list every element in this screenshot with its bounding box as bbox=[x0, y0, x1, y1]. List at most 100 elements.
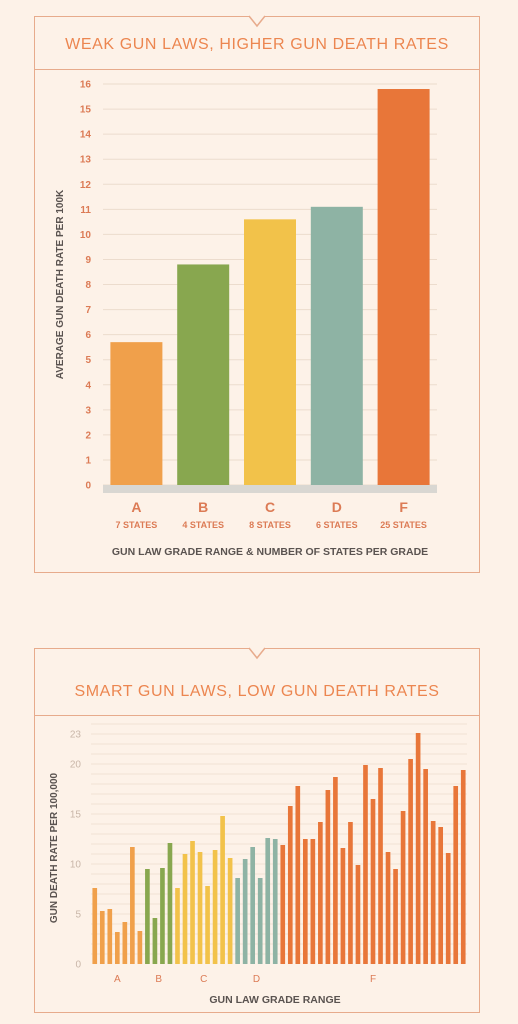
bar-a bbox=[130, 847, 135, 964]
bar-f bbox=[393, 869, 398, 964]
bar-c bbox=[175, 888, 180, 964]
bar-a bbox=[92, 888, 98, 964]
panel-notch-icon bbox=[248, 647, 266, 660]
chart1-title: WEAK GUN LAWS, HIGHER GUN DEATH RATES bbox=[35, 17, 479, 70]
bar-f bbox=[287, 806, 293, 964]
y-tick-label: 10 bbox=[70, 860, 82, 871]
category-label: B bbox=[198, 499, 208, 515]
state-count-label: 6 STATES bbox=[316, 520, 358, 530]
bar-c bbox=[212, 850, 218, 964]
state-count-label: 8 STATES bbox=[249, 520, 291, 530]
bar-a bbox=[99, 911, 105, 964]
y-tick-label: 23 bbox=[70, 730, 82, 741]
bar-d bbox=[265, 838, 271, 964]
y-axis-label: AVERAGE GUN DEATH RATE PER 100K bbox=[55, 189, 66, 379]
y-tick-label: 9 bbox=[85, 255, 91, 266]
bar-b bbox=[167, 843, 173, 964]
bar-c bbox=[197, 852, 203, 964]
y-tick-label: 5 bbox=[75, 910, 81, 921]
y-tick-label: 7 bbox=[85, 305, 91, 316]
y-tick-label: 11 bbox=[80, 205, 91, 216]
bar-f bbox=[430, 821, 436, 964]
bar-f bbox=[378, 768, 383, 964]
bar-d bbox=[250, 847, 256, 964]
y-tick-label: 4 bbox=[85, 380, 91, 391]
bar-f bbox=[280, 845, 286, 964]
y-tick-label: 13 bbox=[80, 155, 92, 166]
bar-d bbox=[257, 878, 263, 964]
x-axis-label: GUN LAW GRADE RANGE bbox=[209, 994, 340, 1006]
bar-f bbox=[302, 839, 308, 964]
bar-f bbox=[385, 852, 391, 964]
state-count-label: 4 STATES bbox=[182, 520, 224, 530]
category-label: C bbox=[265, 499, 275, 515]
group-label: D bbox=[253, 974, 260, 985]
bar-d bbox=[272, 839, 278, 964]
bar-a bbox=[122, 922, 128, 964]
bar-f bbox=[370, 799, 376, 964]
bar-f bbox=[423, 769, 428, 964]
bar-f bbox=[333, 777, 338, 964]
y-tick-label: 14 bbox=[80, 130, 92, 141]
y-tick-label: 0 bbox=[85, 481, 91, 492]
category-label: D bbox=[332, 499, 342, 515]
chart2-title: SMART GUN LAWS, LOW GUN DEATH RATES bbox=[35, 649, 479, 716]
bar-a bbox=[114, 932, 120, 964]
y-tick-label: 6 bbox=[85, 330, 91, 341]
y-tick-label: 0 bbox=[75, 960, 81, 971]
bar-c bbox=[220, 816, 225, 964]
y-tick-label: 12 bbox=[80, 180, 92, 191]
bar-c bbox=[205, 886, 210, 964]
bar-f bbox=[363, 765, 368, 964]
y-tick-label: 20 bbox=[70, 760, 82, 771]
y-tick-label: 8 bbox=[85, 280, 91, 291]
baseline-bar bbox=[103, 485, 437, 493]
bar-f bbox=[340, 848, 346, 964]
smart-laws-bar-chart: 0 5 10 15 20 23 A B C D F GUN LAW GRADE RANGE GUN DE… bbox=[49, 723, 467, 1006]
bar-f bbox=[460, 770, 466, 964]
state-count-label: 25 STATES bbox=[380, 520, 427, 530]
bar-d bbox=[242, 859, 248, 964]
bar-c bbox=[182, 854, 188, 964]
y-tick-label: 15 bbox=[80, 105, 92, 116]
bar-f bbox=[453, 786, 459, 964]
bar-d bbox=[235, 878, 240, 964]
panel-notch-icon bbox=[248, 15, 266, 28]
bar-f bbox=[325, 790, 331, 964]
bar-c bbox=[244, 219, 296, 485]
bar-f bbox=[445, 853, 451, 964]
bar-f bbox=[438, 827, 444, 964]
bar-d bbox=[310, 206, 363, 485]
y-tick-label: 15 bbox=[70, 810, 82, 821]
bar-a bbox=[137, 931, 143, 964]
group-label: B bbox=[155, 974, 162, 985]
bar-f bbox=[400, 811, 406, 964]
state-count-label: 7 STATES bbox=[116, 520, 158, 530]
y-tick-label: 5 bbox=[85, 355, 91, 366]
x-axis-label: GUN LAW GRADE RANGE & NUMBER OF STATES P… bbox=[112, 546, 428, 558]
bar-f bbox=[355, 865, 361, 964]
bar-f bbox=[377, 89, 430, 485]
bar-f bbox=[318, 822, 323, 964]
group-label: A bbox=[114, 974, 121, 985]
y-tick-label: 16 bbox=[80, 80, 92, 91]
bar-f bbox=[408, 759, 413, 964]
bar-b bbox=[160, 868, 165, 964]
group-label: C bbox=[200, 974, 207, 985]
smart-laws-chart-panel: SMART GUN LAWS, LOW GUN DEATH RATES 0 5 10… bbox=[34, 647, 480, 1013]
bar-c bbox=[190, 841, 195, 964]
y-tick-label: 1 bbox=[85, 455, 91, 466]
bar-f bbox=[310, 839, 316, 964]
bar-f bbox=[348, 822, 353, 964]
weak-laws-chart-panel: WEAK GUN LAWS, HIGHER GUN DEATH RATES 0 1… bbox=[34, 15, 480, 573]
y-tick-label: 2 bbox=[85, 430, 91, 441]
bar-b bbox=[152, 918, 158, 964]
bar-b bbox=[145, 869, 150, 964]
category-label: A bbox=[131, 499, 141, 515]
bar-b bbox=[177, 264, 230, 485]
bar-f bbox=[295, 786, 301, 964]
group-label: F bbox=[370, 974, 376, 985]
y-tick-label: 10 bbox=[80, 230, 92, 241]
y-tick-label: 3 bbox=[85, 405, 91, 416]
